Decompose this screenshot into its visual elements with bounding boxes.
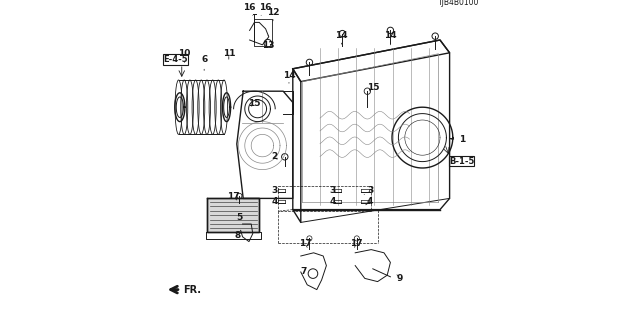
Text: 7: 7 [300, 268, 307, 276]
Text: 2: 2 [271, 152, 277, 161]
Text: 12: 12 [267, 8, 279, 21]
Text: 3: 3 [364, 186, 373, 195]
Text: 3: 3 [330, 186, 336, 195]
Text: 17: 17 [350, 239, 362, 248]
Text: 5: 5 [236, 213, 242, 222]
Text: 14: 14 [384, 31, 397, 45]
Circle shape [355, 236, 360, 241]
Text: B-1-5: B-1-5 [449, 157, 474, 166]
Text: 3: 3 [271, 186, 278, 195]
Text: 10: 10 [179, 49, 191, 62]
Text: 4: 4 [330, 197, 336, 206]
Text: E-4-5: E-4-5 [163, 55, 188, 64]
Text: 13: 13 [262, 35, 275, 50]
Text: 1: 1 [451, 135, 465, 144]
Text: 6: 6 [201, 55, 207, 70]
Circle shape [282, 154, 288, 160]
Text: 16: 16 [243, 4, 255, 15]
Text: 9: 9 [397, 274, 403, 283]
Circle shape [339, 30, 346, 37]
Text: 15: 15 [367, 84, 379, 92]
Bar [207, 198, 259, 232]
Text: FR.: FR. [183, 284, 201, 295]
Circle shape [307, 59, 312, 66]
Text: 15: 15 [248, 99, 261, 108]
Text: 17: 17 [299, 239, 311, 248]
Circle shape [432, 33, 438, 39]
Circle shape [387, 27, 394, 34]
Text: 14: 14 [335, 31, 348, 44]
Circle shape [237, 193, 242, 198]
Text: 16: 16 [259, 4, 272, 15]
Text: 17: 17 [227, 192, 239, 201]
Circle shape [364, 88, 371, 94]
Text: 8: 8 [235, 231, 241, 240]
Text: 4: 4 [366, 197, 373, 206]
Text: 4: 4 [271, 197, 278, 206]
Text: 11: 11 [223, 49, 235, 59]
Text: 14: 14 [283, 71, 295, 83]
Text: TJB4B0100: TJB4B0100 [438, 0, 479, 7]
Circle shape [307, 236, 312, 241]
